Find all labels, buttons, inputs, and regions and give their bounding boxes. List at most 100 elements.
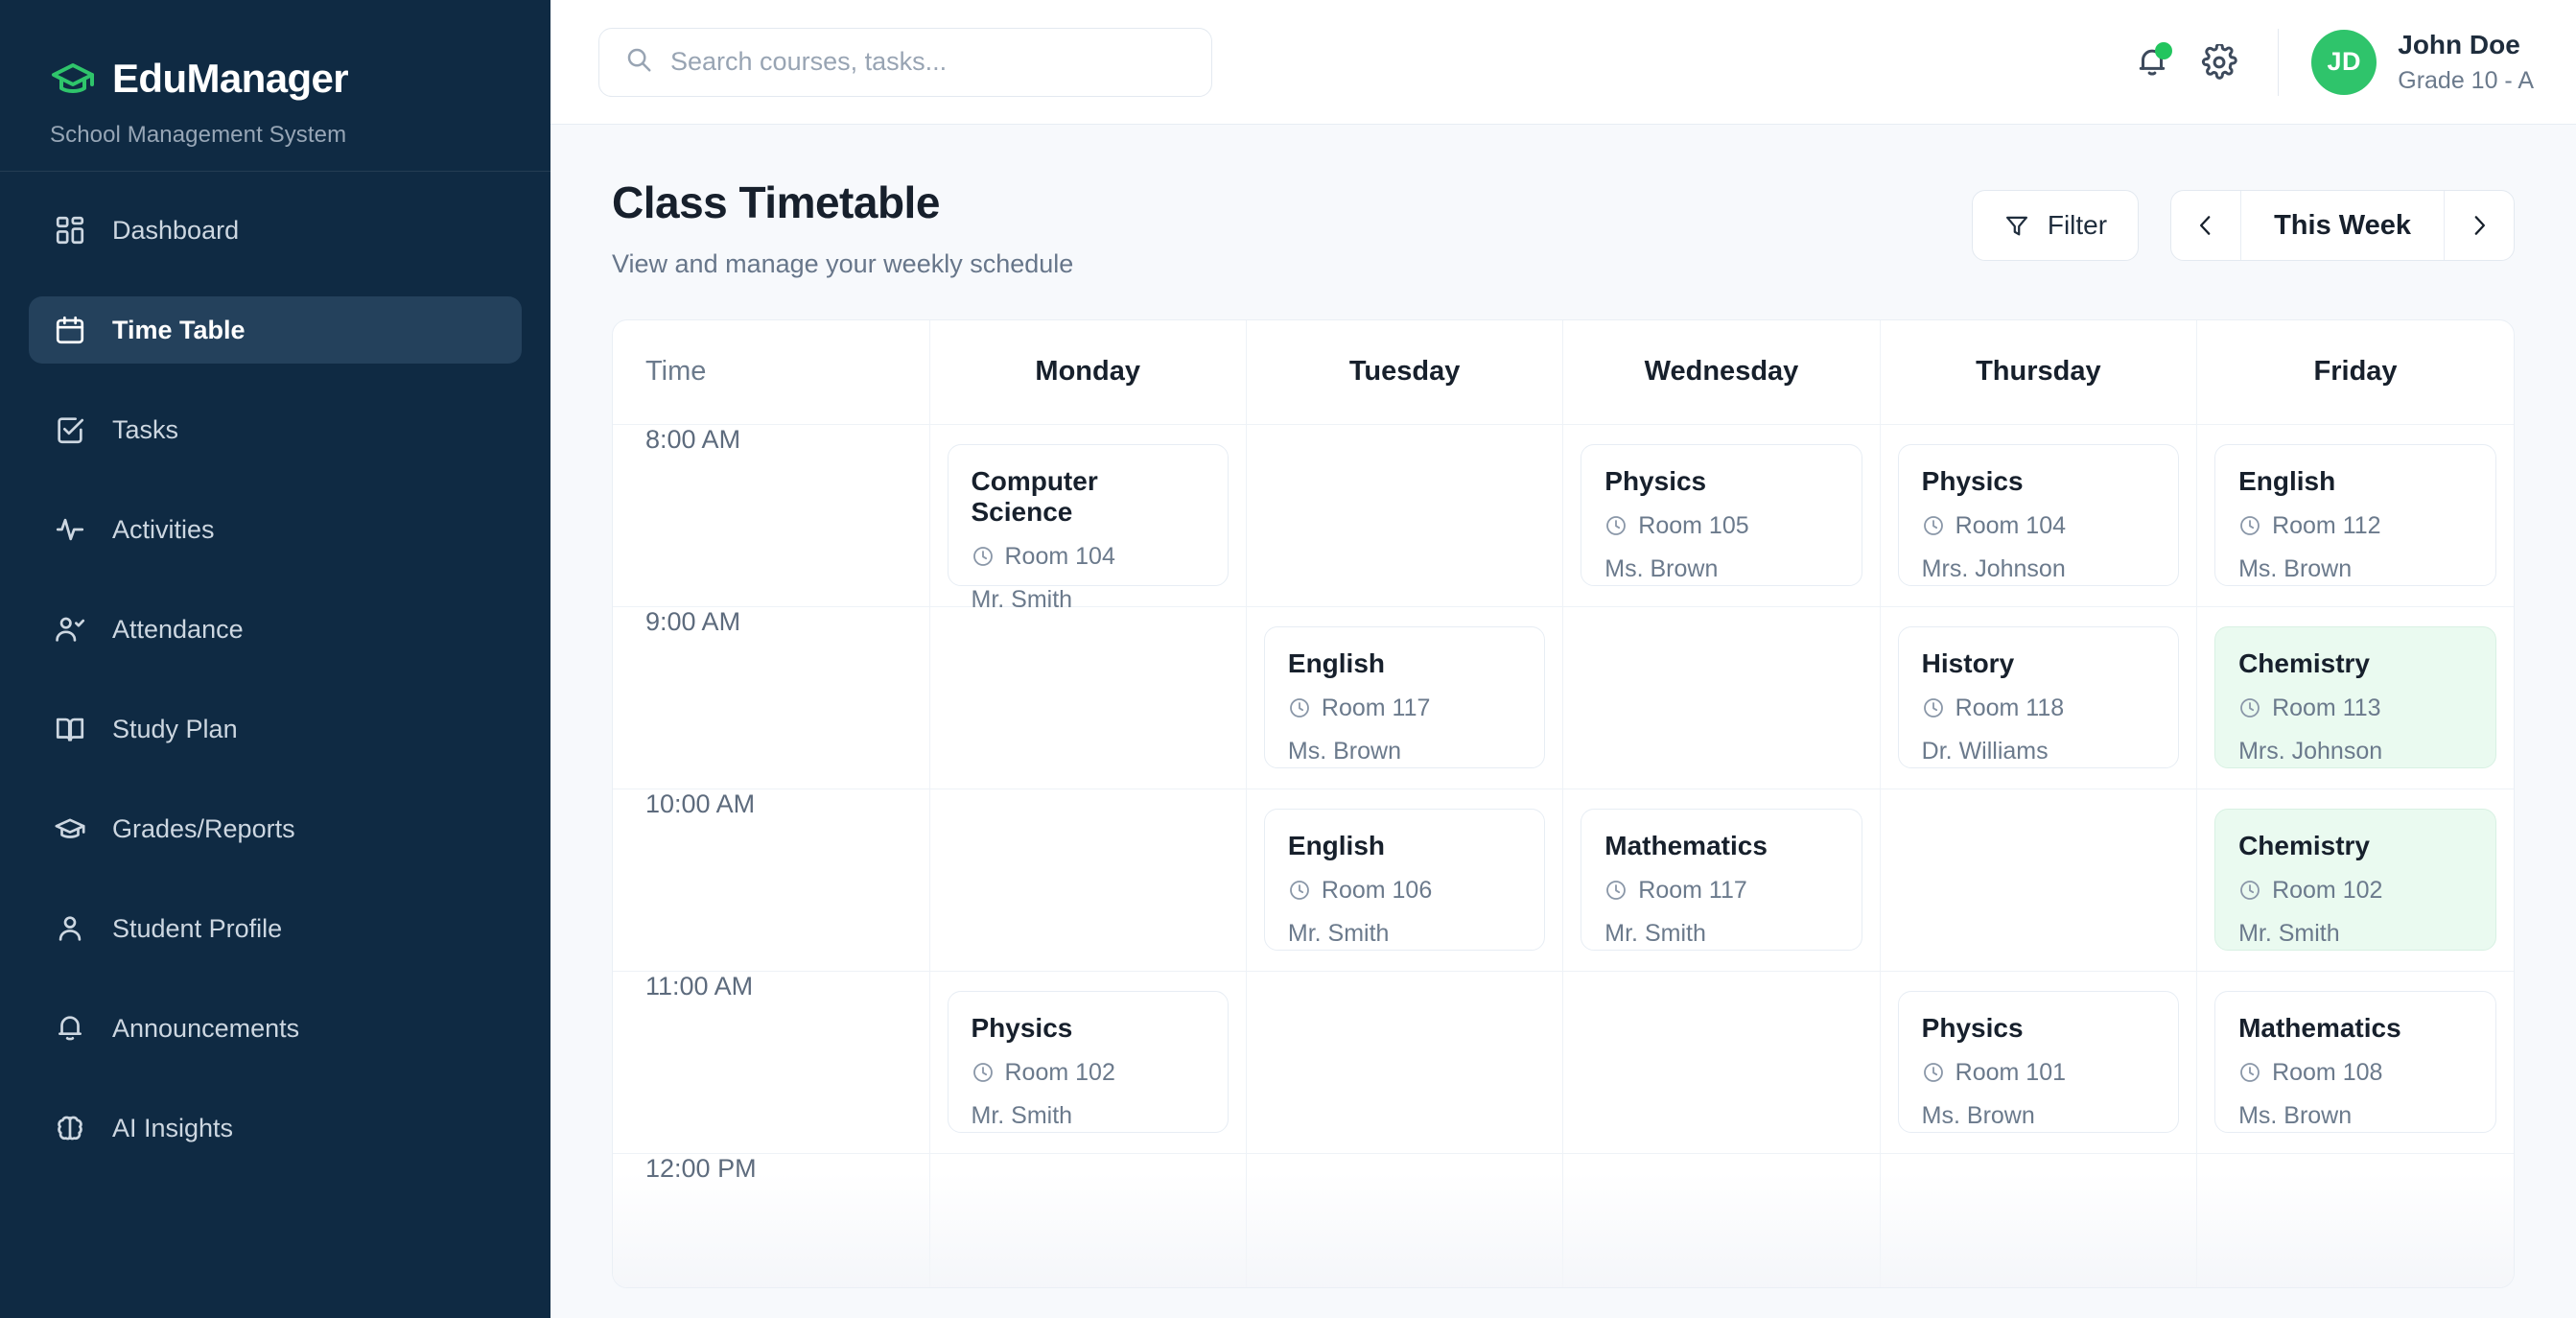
class-card[interactable]: Mathematics Room 117 Mr. Smith	[1581, 808, 1862, 951]
calendar-icon	[54, 314, 86, 346]
timetable-row: 11:00 AM Physics Room 102 Mr. Smith Physics R…	[613, 971, 2514, 1154]
sidebar-item-ai-insights[interactable]: AI Insights	[29, 1094, 522, 1162]
timetable-cell[interactable]: Chemistry Room 113 Mrs. Johnson	[2196, 606, 2514, 789]
class-room-label: Room 106	[1321, 876, 1433, 904]
class-card[interactable]: English Room 117 Ms. Brown	[1263, 625, 1546, 768]
brand-block: EduManager School Management System	[0, 0, 550, 171]
time-slot-label: 11:00 AM	[613, 971, 930, 1154]
class-teacher: Mr. Smith	[971, 1101, 1073, 1129]
class-card[interactable]: Chemistry Room 113 Mrs. Johnson	[2214, 625, 2496, 768]
class-room: Room 104	[1922, 512, 2155, 540]
sidebar-item-label: Dashboard	[112, 215, 240, 245]
class-room: Room 102	[972, 1059, 1205, 1087]
timetable-cell	[1880, 1153, 2198, 1287]
column-header-wednesday: Wednesday	[1562, 320, 1881, 425]
class-card[interactable]: Computer Science Room 104 Mr. Smith	[947, 443, 1229, 613]
header-actions: Filter This Week	[1971, 177, 2515, 261]
class-room-label: Room 112	[2272, 511, 2381, 539]
sidebar-item-study-plan[interactable]: Study Plan	[29, 695, 522, 763]
class-subject: Chemistry	[2238, 647, 2370, 678]
column-header-friday: Friday	[2196, 320, 2514, 425]
timetable-cell[interactable]: Physics Room 105 Ms. Brown	[1562, 424, 1881, 607]
avatar[interactable]: JD	[2311, 29, 2377, 95]
timetable-cell[interactable]: English Room 117 Ms. Brown	[1246, 606, 1564, 789]
class-room-label: Room 102	[1004, 1058, 1115, 1086]
clock-icon	[1289, 698, 1309, 718]
timetable-container: Time Monday Tuesday Wednesday Thursday F…	[612, 319, 2515, 1288]
class-card[interactable]: English Room 106 Mr. Smith	[1263, 808, 1546, 951]
timetable-cell[interactable]: Mathematics Room 117 Mr. Smith	[1562, 788, 1881, 972]
class-teacher: Mr. Smith	[971, 585, 1073, 613]
user-icon	[54, 912, 86, 945]
class-card[interactable]: History Room 118 Dr. Williams	[1897, 625, 2180, 768]
class-room: Room 117	[1604, 877, 1838, 905]
class-subject: Physics	[1604, 465, 1707, 496]
class-room: Room 105	[1604, 512, 1838, 540]
class-card[interactable]: Physics Room 105 Ms. Brown	[1581, 443, 1862, 586]
prev-week-button[interactable]	[2171, 191, 2240, 260]
brand-name: EduManager	[112, 56, 349, 101]
timetable-cell[interactable]: Mathematics Room 108 Ms. Brown	[2196, 971, 2514, 1154]
settings-button[interactable]	[2186, 29, 2253, 96]
timetable-cell[interactable]: Physics Room 101 Ms. Brown	[1880, 971, 2198, 1154]
sidebar-item-time-table[interactable]: Time Table	[29, 296, 522, 364]
avatar-initials: JD	[2327, 47, 2361, 76]
class-card[interactable]: Physics Room 102 Mr. Smith	[947, 990, 1229, 1133]
time-slot-label: 10:00 AM	[613, 788, 930, 972]
clock-icon	[2240, 881, 2260, 900]
main-area: Search courses, tasks...	[550, 0, 2576, 1318]
class-subject: Mathematics	[2238, 1012, 2401, 1043]
class-card[interactable]: Physics Room 104 Mrs. Johnson	[1897, 443, 2180, 586]
sidebar-item-grades-reports[interactable]: Grades/Reports	[29, 795, 522, 862]
class-subject: Mathematics	[1604, 830, 1768, 860]
sidebar-item-tasks[interactable]: Tasks	[29, 396, 522, 463]
class-card[interactable]: Physics Room 101 Ms. Brown	[1897, 990, 2180, 1133]
clock-icon	[1606, 881, 1627, 900]
filter-button[interactable]: Filter	[1971, 190, 2140, 261]
clock-icon	[1923, 516, 1943, 535]
timetable-cell[interactable]: Computer Science Room 104 Mr. Smith	[929, 424, 1247, 613]
search-input[interactable]: Search courses, tasks...	[598, 27, 1212, 97]
sidebar-divider	[0, 171, 550, 172]
user-menu[interactable]: John Doe Grade 10 - A	[2398, 30, 2534, 95]
page-header: Class Timetable View and manage your wee…	[612, 177, 2515, 279]
class-teacher: Ms. Brown	[1604, 554, 1719, 582]
timetable-header: Time Monday Tuesday Wednesday Thursday F…	[613, 320, 2514, 425]
class-card[interactable]: Chemistry Room 102 Mr. Smith	[2214, 808, 2496, 951]
class-teacher: Ms. Brown	[2238, 1101, 2353, 1129]
time-slot-label: 8:00 AM	[613, 424, 930, 607]
chevron-right-icon	[2474, 216, 2486, 235]
class-card[interactable]: Mathematics Room 108 Ms. Brown	[2214, 990, 2496, 1133]
bell-icon	[54, 1012, 86, 1045]
sidebar-item-student-profile[interactable]: Student Profile	[29, 895, 522, 962]
next-week-button[interactable]	[2445, 191, 2514, 260]
clock-icon	[2240, 1063, 2260, 1082]
timetable-cell[interactable]: Physics Room 104 Mrs. Johnson	[1880, 424, 2198, 607]
class-card[interactable]: English Room 112 Ms. Brown	[2214, 443, 2496, 586]
timetable-cell[interactable]: History Room 118 Dr. Williams	[1880, 606, 2198, 789]
class-subject: Physics	[1921, 465, 2024, 496]
search-placeholder: Search courses, tasks...	[670, 47, 948, 76]
clock-icon	[1289, 881, 1309, 900]
timetable-row: 12:00 PM	[613, 1153, 2514, 1287]
filter-button-label: Filter	[2047, 210, 2108, 240]
timetable-cell	[929, 1153, 1247, 1287]
gear-icon	[2202, 43, 2237, 80]
class-room: Room 108	[2238, 1059, 2472, 1087]
graduation-cap-icon	[50, 56, 96, 102]
class-teacher: Mr. Smith	[2238, 919, 2340, 947]
sidebar: EduManager School Management System Dash…	[0, 0, 550, 1318]
timetable-cell[interactable]: Chemistry Room 102 Mr. Smith	[2196, 788, 2514, 972]
notifications-button[interactable]	[2119, 29, 2186, 96]
clock-icon	[2240, 698, 2260, 718]
timetable-cell[interactable]: Physics Room 102 Mr. Smith	[929, 971, 1247, 1154]
content-area: Class Timetable View and manage your wee…	[550, 125, 2576, 1318]
sidebar-item-attendance[interactable]: Attendance	[29, 596, 522, 663]
week-label[interactable]: This Week	[2240, 191, 2445, 260]
timetable-cell[interactable]: English Room 106 Mr. Smith	[1246, 788, 1564, 972]
class-room-label: Room 108	[2272, 1058, 2383, 1086]
sidebar-item-activities[interactable]: Activities	[29, 496, 522, 563]
timetable-cell[interactable]: English Room 112 Ms. Brown	[2196, 424, 2514, 607]
sidebar-item-dashboard[interactable]: Dashboard	[29, 197, 522, 264]
sidebar-item-announcements[interactable]: Announcements	[29, 995, 522, 1062]
